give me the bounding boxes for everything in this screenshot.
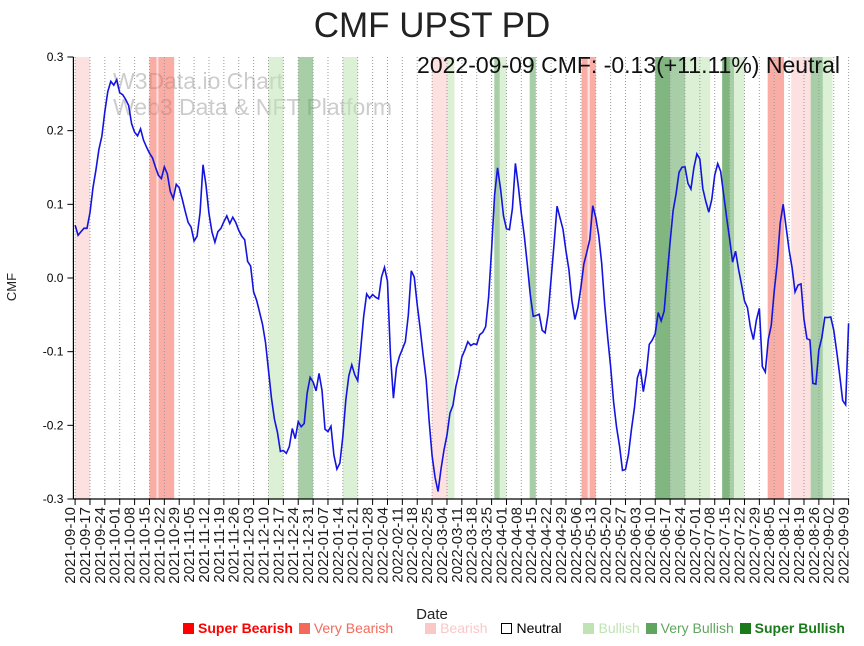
svg-text:0.0: 0.0 [47, 271, 64, 285]
svg-text:2022-09-09: 2022-09-09 [836, 507, 853, 584]
svg-text:CMF: CMF [4, 273, 19, 301]
svg-text:-0.3: -0.3 [43, 492, 64, 506]
svg-text:-0.1: -0.1 [43, 345, 64, 359]
svg-text:-0.2: -0.2 [43, 418, 64, 432]
svg-text:0.1: 0.1 [47, 197, 64, 211]
svg-text:0.2: 0.2 [47, 124, 64, 138]
